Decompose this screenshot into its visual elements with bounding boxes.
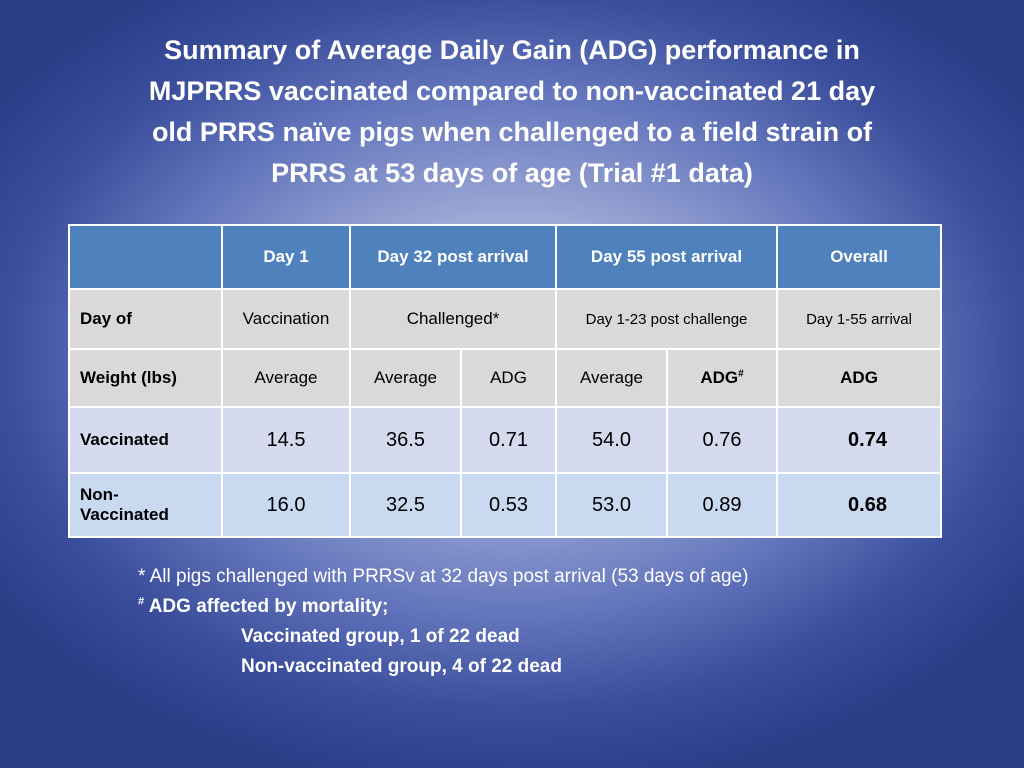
weight-day32-average: Average [349, 348, 462, 408]
footnote-non-vaccinated-dead: Non-vaccinated group, 4 of 22 dead [241, 656, 562, 677]
non-vaccinated-day32-average: 32.5 [349, 472, 462, 538]
vaccinated-day32-adg: 0.71 [459, 406, 558, 474]
weight-label: Weight (lbs) [68, 348, 223, 408]
weight-day55-adg-text: ADG [700, 368, 739, 387]
weight-day55-average: Average [555, 348, 669, 408]
vaccinated-day1-average: 14.5 [221, 406, 351, 474]
footnote-mortality: # ADG affected by mortality; [138, 592, 978, 622]
title-line-4: PRRS at 53 days of age (Trial #1 data) [271, 158, 753, 188]
title-line-1: Summary of Average Daily Gain (ADG) perf… [164, 35, 860, 65]
title-line-2: MJPRRS vaccinated compared to non-vaccin… [148, 76, 876, 106]
adg-summary-table: Day 1 Day 32 post arrival Day 55 post ar… [68, 224, 943, 538]
weight-overall-adg: ADG [776, 348, 943, 408]
footnote-hash-mark: # [138, 595, 145, 608]
header-day32: Day 32 post arrival [348, 224, 558, 290]
header-row: Day 1 Day 32 post arrival Day 55 post ar… [68, 224, 943, 290]
non-vaccinated-day1-average: 16.0 [221, 472, 351, 538]
footnotes: * All pigs challenged with PRRSv at 32 d… [138, 562, 978, 682]
day-of-day55: Day 1-23 post challenge [555, 288, 779, 350]
non-vaccinated-day55-average: 53.0 [555, 472, 669, 538]
row-label-non-vaccinated-line2: Vaccinated [80, 505, 169, 524]
weight-day32-adg: ADG [459, 348, 558, 408]
header-day55: Day 55 post arrival [555, 224, 779, 290]
footnote-mortality-text: ADG affected by mortality; [144, 596, 389, 617]
vaccinated-day55-adg: 0.76 [666, 406, 779, 474]
day-of-row: Day of Vaccination Challenged* Day 1-23 … [68, 288, 943, 350]
non-vaccinated-day55-adg: 0.89 [666, 472, 779, 538]
row-label-vaccinated: Vaccinated [68, 406, 223, 474]
header-day1: Day 1 [221, 224, 351, 290]
weight-day1-average: Average [221, 348, 351, 408]
day-of-label: Day of [68, 288, 223, 350]
day-of-day1: Vaccination [221, 288, 351, 350]
vaccinated-day32-average: 36.5 [349, 406, 462, 474]
vaccinated-day55-average: 54.0 [555, 406, 669, 474]
non-vaccinated-day32-adg: 0.53 [459, 472, 558, 538]
table-row-vaccinated: Vaccinated 14.5 36.5 0.71 54.0 0.76 0.74 [68, 406, 943, 474]
row-label-non-vaccinated: Non- Vaccinated [68, 472, 223, 538]
footnote-vaccinated-dead: Vaccinated group, 1 of 22 dead [241, 626, 520, 647]
table-row-non-vaccinated: Non- Vaccinated 16.0 32.5 0.53 53.0 0.89 … [68, 472, 943, 538]
header-corner-cell [68, 224, 223, 290]
header-overall: Overall [776, 224, 943, 290]
title-line-3: old PRRS naïve pigs when challenged to a… [151, 117, 873, 147]
day-of-day32: Challenged* [348, 288, 558, 350]
slide-title: Summary of Average Daily Gain (ADG) perf… [40, 30, 984, 194]
vaccinated-overall-adg: 0.74 [776, 406, 943, 474]
row-label-non-vaccinated-line1: Non- [80, 485, 119, 504]
weight-row: Weight (lbs) Average Average ADG Average… [68, 348, 943, 408]
day-of-overall: Day 1-55 arrival [776, 288, 943, 350]
non-vaccinated-overall-adg: 0.68 [776, 472, 943, 538]
mortality-mark: # [738, 368, 744, 380]
footnote-asterisk: * All pigs challenged with PRRSv at 32 d… [138, 566, 749, 587]
weight-day55-adg: ADG# [666, 348, 779, 408]
